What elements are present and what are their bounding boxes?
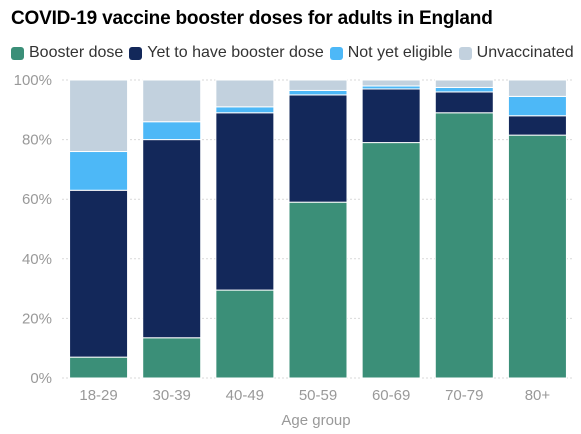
y-tick-label: 60% [22, 191, 52, 208]
x-tick-label: 30-39 [153, 387, 191, 404]
bar-segment [434, 79, 494, 88]
legend-item-unvaccinated: Unvaccinated [458, 44, 574, 62]
bar-segment [142, 337, 202, 379]
bar-segment [288, 94, 348, 203]
bar-segment [507, 134, 567, 379]
legend-swatch-yet-to-have [129, 46, 143, 60]
x-tick-label: 70-79 [445, 387, 483, 404]
bars [69, 79, 567, 379]
y-tick-label: 0% [30, 370, 52, 387]
legend-label-unvaccinated: Unvaccinated [476, 44, 574, 61]
bar-segment [142, 139, 202, 339]
chart-legend: Booster dose Yet to have booster dose No… [11, 44, 580, 62]
x-tick-label: 18-29 [79, 387, 117, 404]
bar-segment [507, 79, 567, 97]
y-tick-label: 20% [22, 310, 52, 327]
y-tick-label: 100% [14, 72, 52, 89]
bar-segment [69, 79, 129, 153]
legend-item-booster: Booster dose [11, 44, 123, 62]
bar-segment [69, 151, 129, 191]
chart-title: COVID-19 vaccine booster doses for adult… [11, 8, 493, 29]
bar-segment [288, 201, 348, 379]
bar-segment [288, 89, 348, 96]
bar-segment [434, 86, 494, 93]
bar-segment [434, 91, 494, 114]
bar-segment [215, 106, 275, 114]
y-tick-label: 40% [22, 251, 52, 268]
bar-segment [361, 142, 421, 379]
bar-segment [142, 79, 202, 123]
legend-swatch-booster [11, 46, 24, 60]
y-axis-ticks: 0% 20% 40% 60% 80% 100% [14, 72, 52, 387]
bar-segment [288, 79, 348, 91]
x-axis-ticks: 18-29 30-39 40-49 50-59 60-69 70-79 80+ [79, 387, 550, 404]
legend-item-yet-to-have: Yet to have booster dose [129, 44, 324, 62]
x-tick-label: 50-59 [299, 387, 337, 404]
x-axis-label: Age group [281, 412, 350, 429]
x-tick-label: 40-49 [226, 387, 264, 404]
legend-item-not-eligible: Not yet eligible [329, 44, 453, 62]
legend-label-not-eligible: Not yet eligible [347, 44, 453, 61]
bar-segment [69, 356, 129, 379]
bar-segment [215, 112, 275, 291]
bar-segment [142, 121, 202, 141]
bar-segment [215, 289, 275, 379]
legend-label-booster: Booster dose [29, 44, 124, 61]
bar-segment [361, 88, 421, 144]
y-tick-label: 80% [22, 132, 52, 149]
legend-label-yet-to-have: Yet to have booster dose [147, 44, 324, 61]
bar-segment [507, 95, 567, 117]
bar-segment [434, 112, 494, 379]
bar-segment [361, 79, 421, 87]
bar-segment [215, 79, 275, 108]
x-tick-label: 80+ [525, 387, 551, 404]
x-tick-label: 60-69 [372, 387, 410, 404]
legend-swatch-unvaccinated [458, 46, 472, 60]
bar-segment [507, 115, 567, 136]
legend-swatch-not-eligible [329, 46, 343, 60]
bar-segment [69, 189, 129, 358]
